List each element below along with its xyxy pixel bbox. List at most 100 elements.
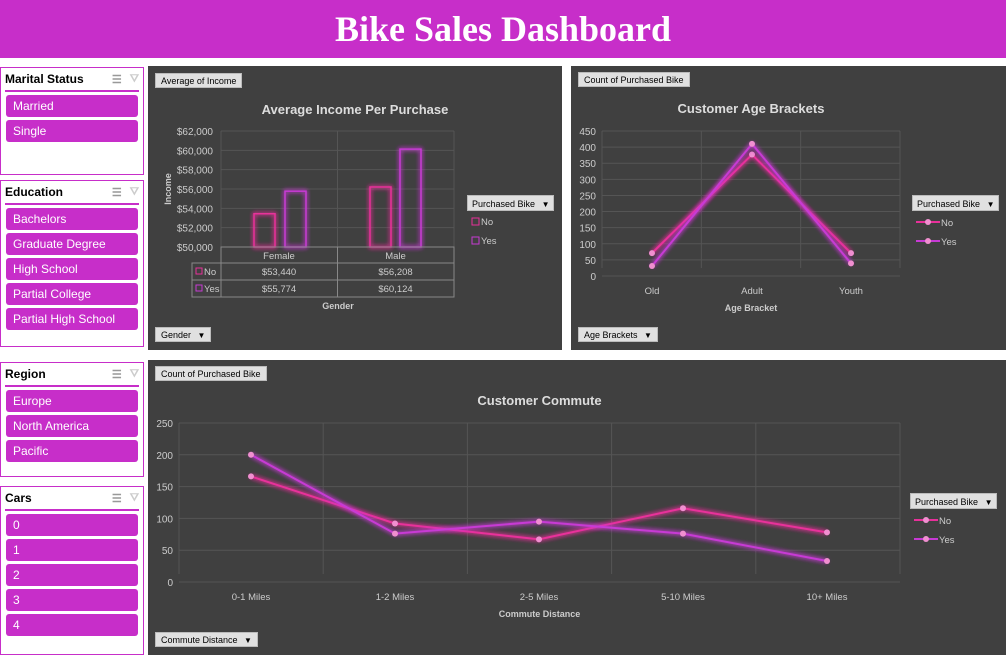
y-tick-label: $62,000 [177, 127, 214, 138]
slicer-item[interactable]: Graduate Degree [6, 233, 138, 255]
x-tick-label: Youth [839, 286, 863, 297]
slicer-item[interactable]: Married [6, 95, 138, 117]
y-tick-label: 250 [156, 419, 173, 430]
button-label: Gender [161, 330, 192, 340]
y-axis-label: Income [163, 173, 173, 205]
clear-filter-icon[interactable]: ⛛ [129, 491, 139, 504]
x-axis-label: Commute Distance [499, 609, 581, 619]
x-tick-label: Old [645, 286, 660, 297]
slicer-title: Cars [5, 491, 32, 505]
y-tick-label: $60,000 [177, 146, 214, 157]
legend-label: Yes [481, 236, 497, 247]
axis-field-button[interactable]: Commute Distance ▼ [155, 632, 258, 647]
slicer-title: Education [5, 185, 64, 199]
data-point-no [649, 250, 655, 257]
value-field-button[interactable]: Average of Income [155, 73, 243, 88]
slicer-item[interactable]: 4 [6, 614, 138, 636]
x-tick-label: Adult [741, 286, 763, 297]
y-tick-label: 450 [579, 127, 596, 138]
legend-key [195, 267, 203, 275]
legend-filter-button[interactable]: Purchased Bike ▼ [467, 195, 555, 211]
slicer-item[interactable]: 3 [6, 589, 138, 611]
bar-no [253, 212, 276, 248]
y-tick-label: 200 [156, 451, 173, 462]
legend-label: No [481, 217, 493, 228]
legend-label: Yes [941, 237, 957, 248]
multi-select-icon[interactable]: ☰ [111, 368, 122, 381]
button-label: Purchased Bike [472, 199, 536, 209]
data-point-yes [848, 260, 854, 267]
table-header: Female [263, 251, 295, 262]
y-tick-label: $52,000 [177, 224, 214, 235]
bar-yes [399, 148, 422, 248]
axis-field-button[interactable]: Age Brackets ▼ [578, 327, 658, 342]
legend-filter-button[interactable]: Purchased Bike ▼ [910, 493, 998, 509]
slicer-item[interactable]: High School [6, 258, 138, 280]
y-tick-label: 150 [579, 224, 596, 235]
slicer-item[interactable]: Single [6, 120, 138, 142]
y-tick-label: $58,000 [177, 166, 214, 177]
multi-select-icon[interactable]: ☰ [111, 73, 122, 86]
y-tick-label: 200 [579, 208, 596, 219]
slicer-item[interactable]: North America [6, 415, 138, 437]
slicer-item[interactable]: 0 [6, 514, 138, 536]
slicer-header: Region ☰ ⛛ [5, 363, 139, 387]
legend-filter-button[interactable]: Purchased Bike ▼ [912, 195, 1000, 211]
slicer-item[interactable]: Pacific [6, 440, 138, 462]
slicer-item[interactable]: 2 [6, 564, 138, 586]
axis-field-button[interactable]: Gender ▼ [155, 327, 212, 342]
data-point-yes [248, 451, 254, 458]
slicer-header: Marital Status ☰ ⛛ [5, 68, 139, 92]
y-tick-label: 50 [162, 546, 174, 557]
dropdown-arrow-icon: ▼ [644, 331, 652, 340]
value-field-button[interactable]: Count of Purchased Bike [578, 72, 690, 87]
chart-svg: Average Income Per Purchase $50,000 $52,00… [163, 102, 497, 311]
data-point-yes [749, 140, 755, 147]
x-axis-label: Gender [322, 301, 354, 311]
data-point-no [680, 505, 686, 512]
data-point-yes [649, 263, 655, 270]
dropdown-arrow-icon: ▼ [197, 331, 206, 340]
bar-no [369, 186, 392, 248]
x-tick-label: 1-2 Miles [376, 592, 415, 603]
y-tick-label: 50 [585, 256, 597, 267]
slicer-item[interactable]: 1 [6, 539, 138, 561]
data-point-no [392, 520, 398, 527]
data-point-yes [680, 530, 686, 537]
slicer-header: Cars ☰ ⛛ [5, 487, 139, 511]
table-header: Male [385, 251, 406, 262]
value-field-button[interactable]: Count of Purchased Bike [155, 366, 267, 381]
y-tick-label: 150 [156, 483, 173, 494]
y-tick-label: $50,000 [177, 243, 214, 254]
legend-label: No [939, 516, 951, 527]
series-line-yes [250, 453, 828, 562]
slicer-item[interactable]: Europe [6, 390, 138, 412]
legend-marker [925, 219, 931, 225]
x-tick-label: 0-1 Miles [232, 592, 271, 603]
slicer-item[interactable]: Bachelors [6, 208, 138, 230]
clear-filter-icon[interactable]: ⛛ [129, 185, 139, 198]
series-line-no [651, 153, 852, 254]
x-tick-label: 2-5 Miles [520, 592, 559, 603]
y-tick-label: 300 [579, 175, 596, 186]
x-tick-label: 5-10 Miles [661, 592, 705, 603]
clear-filter-icon[interactable]: ⛛ [129, 72, 139, 85]
slicer-region: Region ☰ ⛛ Europe North America Pacific [0, 362, 144, 477]
multi-select-icon[interactable]: ☰ [111, 186, 122, 199]
slicer-marital-status: Marital Status ☰ ⛛ Married Single [0, 67, 144, 175]
clear-filter-icon[interactable]: ⛛ [129, 367, 139, 380]
data-point-yes [536, 518, 542, 525]
x-axis-label: Age Bracket [725, 303, 778, 313]
slicer-item[interactable]: Partial High School [6, 308, 138, 330]
multi-select-icon[interactable]: ☰ [111, 492, 122, 505]
dashboard-title: Bike Sales Dashboard [0, 0, 1006, 58]
commute-chart-panel: Customer Commute 0 50 100 150 200 250 0-1 Miles… [148, 360, 1006, 655]
y-tick-label: 100 [579, 240, 596, 251]
dropdown-arrow-icon: ▼ [244, 636, 252, 645]
y-tick-label: 350 [579, 159, 596, 170]
legend-label: No [941, 218, 953, 229]
button-label: Count of Purchased Bike [584, 75, 684, 85]
slicer-item[interactable]: Partial College [6, 283, 138, 305]
button-label: Age Brackets [584, 330, 638, 340]
legend-key [471, 236, 480, 245]
